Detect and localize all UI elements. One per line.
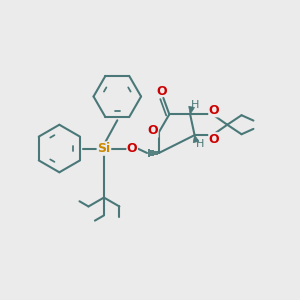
- Text: H: H: [195, 140, 204, 149]
- Polygon shape: [193, 135, 199, 142]
- Polygon shape: [189, 106, 194, 114]
- Text: Si: Si: [98, 142, 110, 155]
- Text: O: O: [208, 133, 219, 146]
- Text: O: O: [127, 142, 137, 155]
- Text: O: O: [208, 104, 219, 117]
- Text: O: O: [157, 85, 167, 98]
- Text: H: H: [191, 100, 200, 110]
- Text: O: O: [148, 124, 158, 137]
